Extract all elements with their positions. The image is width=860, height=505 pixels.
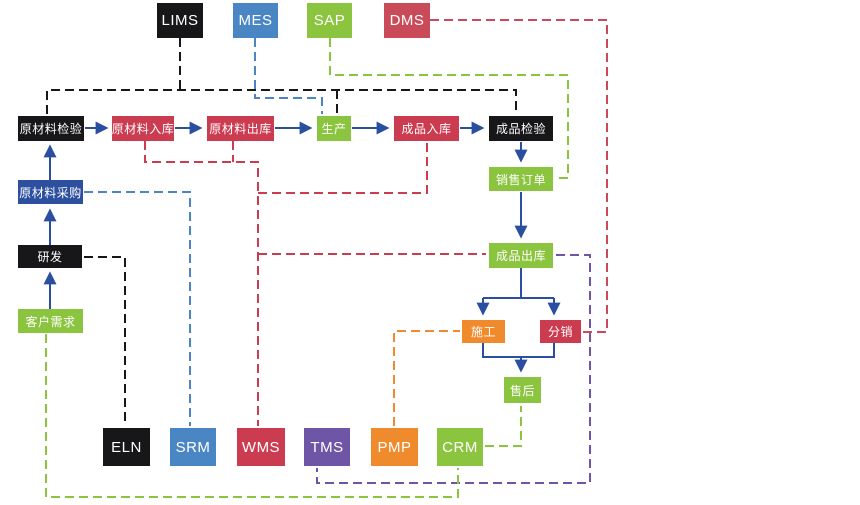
node-mes: MES: [233, 3, 278, 38]
node-lims: LIMS: [157, 3, 203, 38]
connector-crm-customer-demand: [45, 334, 459, 498]
node-raw-material-outbound: 原材料出库: [207, 116, 274, 141]
connector-sap-sales-order: [329, 38, 569, 179]
connector-lims-network: [46, 38, 517, 114]
connector-dms-distribution: [430, 19, 608, 333]
node-srm: SRM: [170, 428, 216, 466]
node-customer-demand: 客户需求: [18, 309, 83, 333]
branch-stem: [483, 268, 554, 299]
node-sales-order: 销售订单: [489, 167, 553, 191]
merge-stem: [482, 343, 555, 360]
node-construction: 施工: [462, 320, 505, 343]
node-pmp: PMP: [371, 428, 418, 466]
connector-mes-production: [254, 38, 323, 114]
node-finished-goods-outbound: 成品出库: [489, 243, 553, 268]
node-raw-material-inbound: 原材料入库: [112, 116, 174, 141]
node-wms: WMS: [237, 428, 285, 466]
node-raw-material-purchase: 原材料采购: [18, 180, 83, 204]
connector-srm-raw-purchase: [84, 191, 191, 426]
node-rnd: 研发: [18, 245, 82, 268]
connector-tms-fg-outbound: [316, 254, 591, 484]
connector-crm-after-sales: [485, 406, 522, 447]
node-raw-material-inspection: 原材料检验: [18, 116, 84, 141]
node-finished-goods-inspection: 成品检验: [489, 116, 553, 141]
node-tms: TMS: [304, 428, 350, 466]
node-after-sales: 售后: [504, 377, 541, 403]
connector-wms-network: [144, 141, 486, 426]
node-sap: SAP: [307, 3, 352, 38]
node-distribution: 分销: [540, 320, 581, 343]
node-crm: CRM: [437, 428, 483, 466]
connector-eln-rnd: [84, 256, 126, 426]
node-dms: DMS: [384, 3, 430, 38]
node-finished-goods-inbound: 成品入库: [394, 116, 459, 141]
node-production: 生产: [317, 116, 351, 141]
connector-pmp-construction: [393, 330, 460, 426]
node-eln: ELN: [103, 428, 150, 466]
